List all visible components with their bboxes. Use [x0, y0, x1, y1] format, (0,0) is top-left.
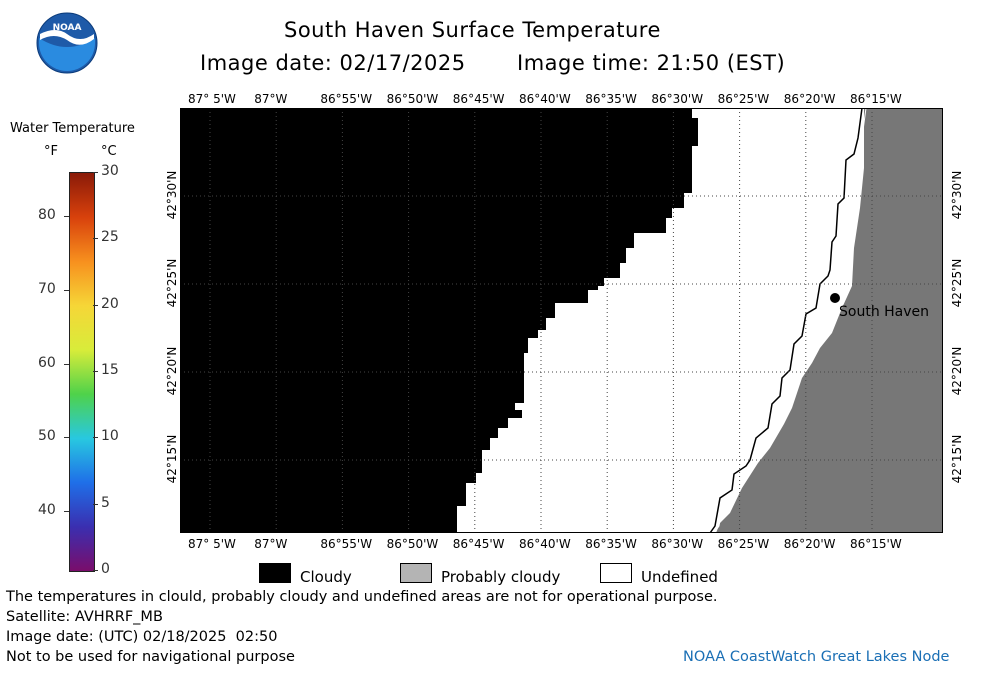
- bottom-longitude-label: 86°30'W: [651, 537, 704, 551]
- fahrenheit-tick-label: 40: [38, 502, 56, 519]
- key-swatch-probably-cloudy: [400, 563, 432, 583]
- celsius-tick-mark: [93, 371, 98, 372]
- fahrenheit-tick-label: 70: [38, 280, 56, 297]
- image-time: Image time: 21:50 (EST): [517, 51, 786, 75]
- temperature-colorbar: [69, 172, 95, 572]
- cloudy-region: [180, 108, 698, 533]
- right-latitude-label: 42°25'N: [950, 258, 964, 308]
- shoreline: [709, 108, 863, 533]
- celsius-tick-mark: [93, 172, 98, 173]
- fahrenheit-tick-mark: [64, 437, 69, 439]
- celsius-tick-label: 0: [101, 561, 110, 577]
- celsius-tick-mark: [93, 570, 98, 571]
- left-latitude-label: 42°15'N: [165, 434, 179, 484]
- top-longitude-label: 86°45'W: [452, 92, 505, 106]
- noaa-logo-icon: [36, 12, 98, 74]
- fahrenheit-tick-mark: [64, 363, 69, 365]
- fahrenheit-tick-mark: [64, 511, 69, 513]
- utc-image-date: Image date: (UTC) 02/18/2025 02:50: [6, 629, 278, 645]
- unit-fahrenheit: °F: [44, 144, 58, 159]
- celsius-tick-label: 20: [101, 295, 119, 312]
- noaa-logo: NOAA: [36, 12, 98, 74]
- bottom-longitude-label: 87° 5'W: [188, 537, 236, 551]
- fahrenheit-tick-mark: [64, 216, 69, 218]
- bottom-longitude-label: 87°W: [254, 537, 288, 551]
- bottom-longitude-label: 86°25'W: [717, 537, 770, 551]
- legend-title: Water Temperature: [10, 121, 135, 136]
- key-swatch-cloudy: [259, 563, 291, 583]
- left-latitude-label: 42°30'N: [165, 170, 179, 220]
- shoreline-inner: [713, 108, 867, 533]
- top-longitude-label: 86°20'W: [783, 92, 836, 106]
- celsius-tick-label: 5: [101, 494, 110, 511]
- land-region: [716, 108, 943, 533]
- celsius-tick-mark: [93, 238, 98, 240]
- right-latitude-label: 42°30'N: [950, 170, 964, 220]
- noaa-logo-text: NOAA: [52, 23, 82, 33]
- right-latitude-label: 42°20'N: [950, 346, 964, 396]
- right-latitude-label: 42°15'N: [950, 434, 964, 484]
- fahrenheit-tick-label: 60: [38, 354, 56, 371]
- top-longitude-label: 86°55'W: [320, 92, 373, 106]
- top-longitude-label: 86°25'W: [717, 92, 770, 106]
- key-label-cloudy: Cloudy: [300, 568, 352, 586]
- map-frame: [180, 108, 943, 533]
- bottom-longitude-label: 86°55'W: [320, 537, 373, 551]
- key-label-probably-cloudy: Probably cloudy: [441, 568, 561, 586]
- key-label-undefined: Undefined: [641, 568, 718, 586]
- fahrenheit-tick-label: 50: [38, 428, 56, 445]
- gridlines: [180, 108, 943, 533]
- celsius-tick-label: 30: [101, 163, 119, 179]
- top-longitude-label: 87° 5'W: [188, 92, 236, 106]
- left-latitude-label: 42°25'N: [165, 258, 179, 308]
- place-label-south-haven: South Haven: [839, 304, 929, 320]
- map[interactable]: South Haven: [180, 108, 943, 533]
- bottom-longitude-label: 86°40'W: [519, 537, 571, 551]
- bottom-longitude-label: 86°50'W: [386, 537, 439, 551]
- celsius-tick-mark: [93, 437, 98, 439]
- top-longitude-label: 86°15'W: [850, 92, 902, 106]
- top-longitude-label: 86°30'W: [651, 92, 704, 106]
- celsius-tick-mark: [93, 503, 98, 505]
- celsius-tick-label: 25: [101, 229, 119, 246]
- credit-link[interactable]: NOAA CoastWatch Great Lakes Node: [683, 649, 950, 665]
- image-date: Image date: 02/17/2025: [200, 51, 466, 75]
- key-swatch-undefined: [600, 563, 632, 583]
- page-title: South Haven Surface Temperature: [284, 18, 661, 42]
- left-latitude-label: 42°20'N: [165, 346, 179, 396]
- celsius-tick-label: 15: [101, 362, 119, 378]
- bottom-longitude-label: 86°45'W: [452, 537, 505, 551]
- top-longitude-label: 86°35'W: [585, 92, 637, 106]
- south-haven-marker[interactable]: [830, 293, 840, 303]
- top-longitude-label: 87°W: [254, 92, 288, 106]
- celsius-tick-mark: [93, 304, 98, 306]
- fahrenheit-tick-label: 80: [38, 207, 56, 224]
- top-longitude-label: 86°50'W: [386, 92, 439, 106]
- celsius-tick-label: 10: [101, 428, 119, 445]
- bottom-longitude-label: 86°15'W: [850, 537, 902, 551]
- top-longitude-label: 86°40'W: [519, 92, 571, 106]
- bottom-longitude-label: 86°35'W: [585, 537, 637, 551]
- fahrenheit-tick-mark: [64, 289, 69, 291]
- satellite-info: Satellite: AVHRRF_MB: [6, 609, 163, 625]
- navigation-warning: Not to be used for navigational purpose: [6, 649, 295, 665]
- unit-celsius: °C: [101, 144, 117, 159]
- bottom-longitude-label: 86°20'W: [783, 537, 836, 551]
- disclaimer: The temperatures in clould, probably clo…: [6, 589, 718, 605]
